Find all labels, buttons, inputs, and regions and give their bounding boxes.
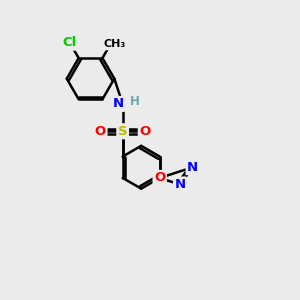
Text: N: N: [112, 98, 124, 110]
Text: Cl: Cl: [63, 36, 77, 49]
Text: N: N: [187, 161, 198, 174]
Text: S: S: [118, 125, 128, 138]
Text: N: N: [175, 178, 186, 191]
Text: O: O: [139, 125, 151, 138]
Text: CH₃: CH₃: [103, 39, 125, 49]
Text: O: O: [95, 125, 106, 138]
Text: H: H: [130, 95, 140, 108]
Text: O: O: [154, 171, 165, 184]
